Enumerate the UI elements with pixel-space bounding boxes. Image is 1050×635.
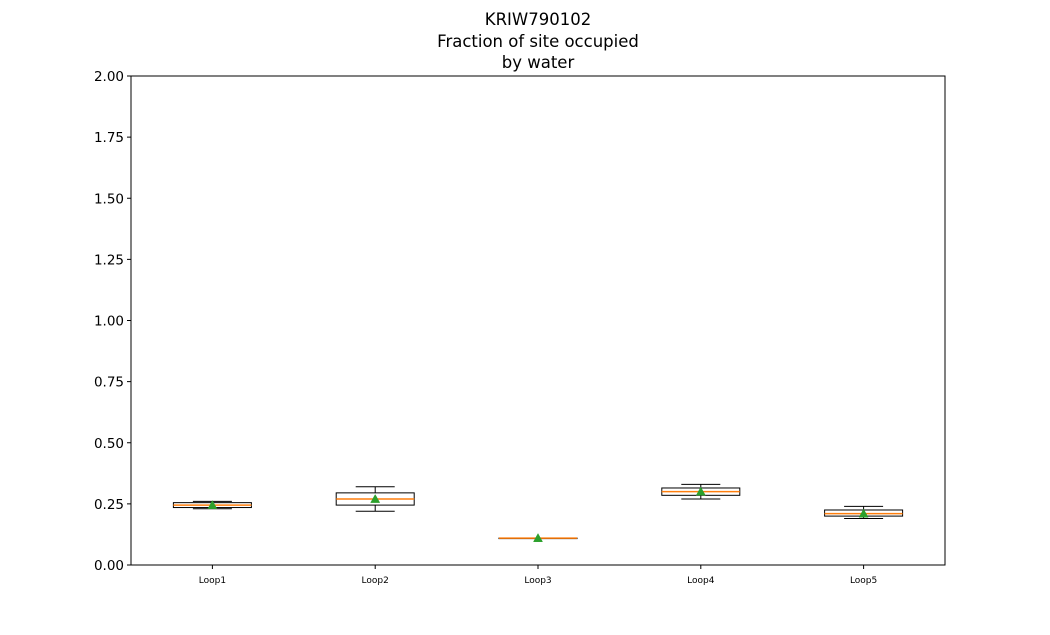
x-tick-label: Loop2 bbox=[362, 576, 389, 586]
title-line-2: Fraction of site occupied bbox=[437, 32, 639, 51]
x-tick-label: Loop1 bbox=[199, 576, 226, 586]
title-line-3: by water bbox=[502, 53, 575, 72]
y-tick-label: 2.00 bbox=[94, 69, 124, 85]
y-tick-label: 1.00 bbox=[94, 314, 124, 330]
y-tick-label: 0.75 bbox=[94, 375, 124, 391]
axes-frame bbox=[130, 75, 946, 566]
x-tick-label: Loop4 bbox=[687, 576, 715, 586]
y-tick-label: 1.25 bbox=[94, 252, 124, 268]
mean-marker bbox=[207, 500, 218, 509]
box-group-loop1 bbox=[172, 500, 252, 510]
box-group-loop2 bbox=[335, 486, 415, 512]
y-tick-label: 0.50 bbox=[94, 436, 124, 452]
mean-marker bbox=[858, 508, 869, 518]
y-axis-ticks: 0.00 0.25 0.50 0.75 1.00 1.25 1.50 1.75 2.00 bbox=[94, 69, 131, 574]
box-group-loop5 bbox=[824, 505, 904, 520]
chart-title: KRIW790102 Fraction of site occupied by … bbox=[437, 10, 639, 72]
x-tick-label: Loop3 bbox=[524, 576, 551, 586]
plot-area bbox=[172, 483, 904, 542]
y-tick-label: 1.75 bbox=[94, 130, 124, 146]
y-tick-label: 1.50 bbox=[94, 191, 124, 207]
x-axis-ticks: Loop1 Loop2 Loop3 Loop4 Loop5 bbox=[199, 565, 877, 586]
y-tick-label: 0.00 bbox=[94, 558, 124, 574]
mean-marker bbox=[695, 486, 706, 496]
box-group-loop4 bbox=[661, 483, 741, 500]
y-tick-label: 0.25 bbox=[94, 497, 124, 513]
box-group-loop3 bbox=[498, 533, 578, 542]
title-line-1: KRIW790102 bbox=[485, 10, 591, 29]
mean-marker bbox=[370, 493, 381, 503]
mean-marker bbox=[533, 533, 543, 542]
x-tick-label: Loop5 bbox=[850, 576, 877, 586]
